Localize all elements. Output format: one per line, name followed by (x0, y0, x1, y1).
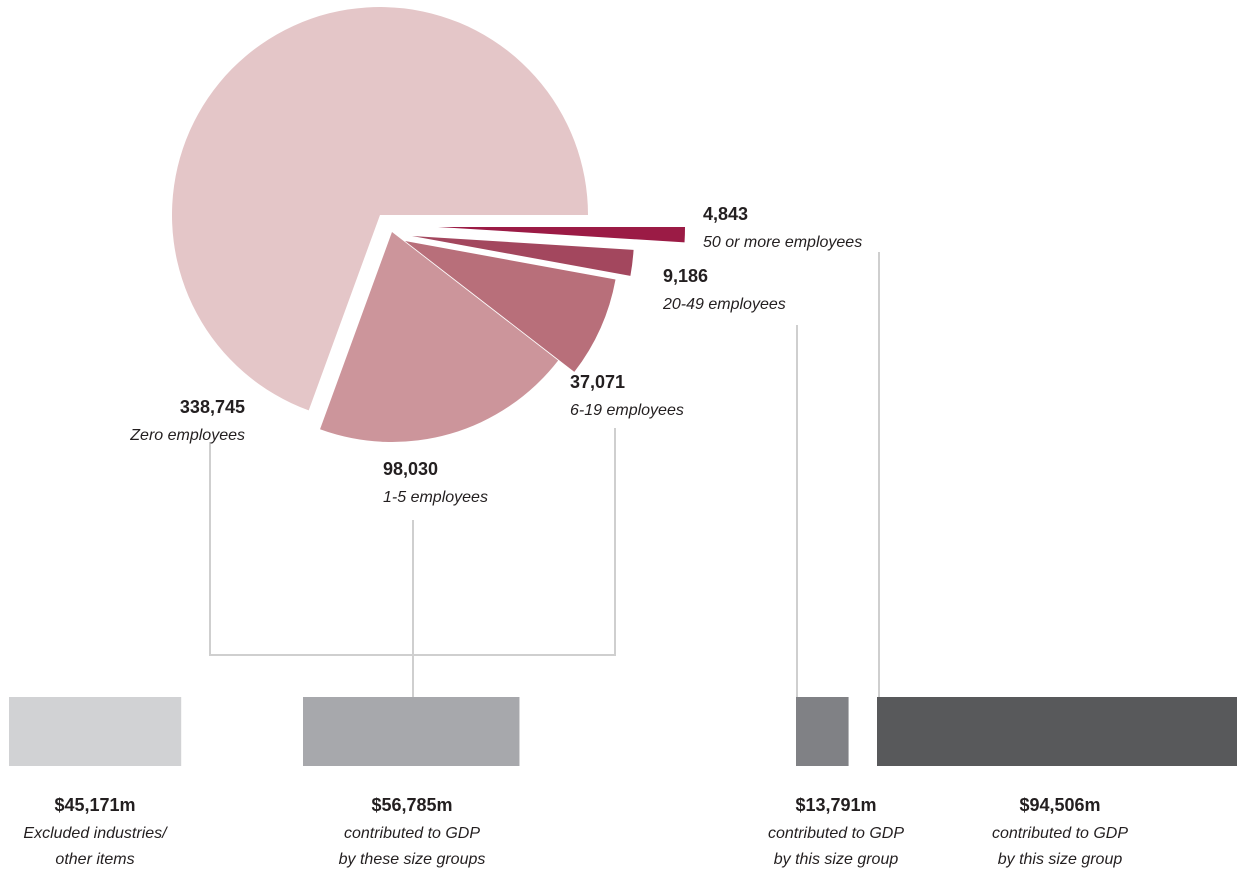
slice-category-label: 20-49 employees (662, 296, 786, 313)
pie-slice (412, 236, 634, 276)
slice-category-label: 6-19 employees (570, 402, 684, 419)
slice-value-label: 37,071 (570, 372, 625, 392)
bar (303, 697, 520, 766)
slice-value-label: 338,745 (180, 397, 245, 417)
pie-slice (438, 227, 685, 243)
bar-description: Excluded industries/ (23, 825, 168, 842)
connectors (209, 252, 880, 697)
slice-value-label: 4,843 (703, 204, 748, 224)
bar-value-label: $94,506m (1019, 795, 1100, 815)
slice-value-label: 98,030 (383, 459, 438, 479)
bar-value-label: $45,171m (54, 795, 135, 815)
slice-value-label: 9,186 (663, 266, 708, 286)
bar (9, 697, 182, 766)
bar-value-label: $56,785m (371, 795, 452, 815)
bar-description: by this size group (998, 851, 1123, 868)
bar-value-label: $13,791m (795, 795, 876, 815)
bar-description: by this size group (774, 851, 899, 868)
pie-slice (320, 232, 559, 442)
bar-description: by these size groups (339, 851, 486, 868)
bar-description: contributed to GDP (768, 825, 904, 842)
bar-description: contributed to GDP (344, 825, 480, 842)
bar-description: other items (55, 851, 134, 868)
slice-category-label: 50 or more employees (703, 234, 862, 251)
pie-slice (405, 241, 616, 372)
bar-description: contributed to GDP (992, 825, 1128, 842)
bar (877, 697, 1237, 766)
slice-category-label: Zero employees (129, 427, 245, 444)
bar (796, 697, 849, 766)
slice-category-label: 1-5 employees (383, 489, 488, 506)
pie-slice (172, 7, 588, 411)
